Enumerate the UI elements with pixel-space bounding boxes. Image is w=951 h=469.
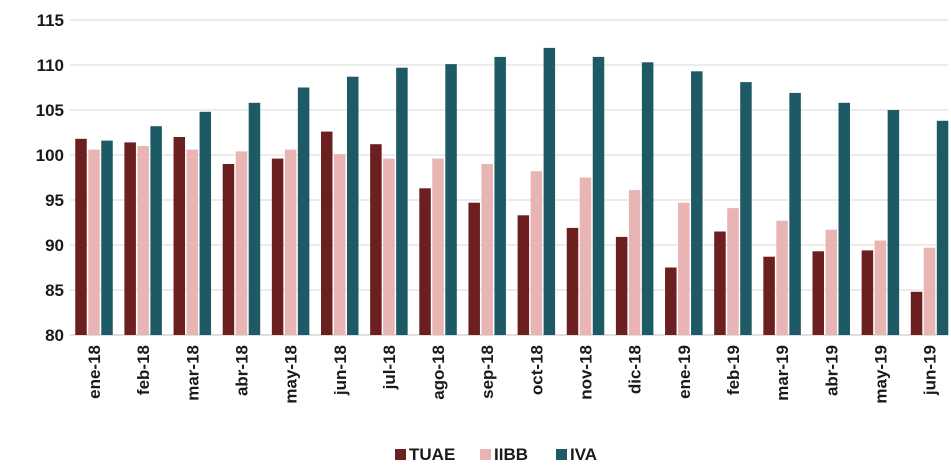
y-tick-label: 115 <box>37 11 64 30</box>
x-tick-label: dic-18 <box>626 345 645 394</box>
bar-tuae <box>222 164 235 335</box>
x-tick-label: mar-18 <box>183 345 202 401</box>
bar-tuae <box>714 231 726 335</box>
bar-iibb <box>825 229 837 335</box>
bar-iva <box>150 126 162 335</box>
y-tick-label: 95 <box>45 191 64 210</box>
bar-iva <box>592 56 605 336</box>
legend: TUAE IIBB IVA <box>395 445 597 464</box>
bar-iibb <box>88 149 100 335</box>
y-tick-label: 105 <box>36 101 64 120</box>
bar-iva <box>199 111 212 335</box>
x-tick-label: jun-19 <box>921 345 940 396</box>
x-tick-label: feb-18 <box>134 345 153 395</box>
x-tick-label: may-18 <box>282 345 301 404</box>
bar-tuae <box>370 144 382 335</box>
x-tick-label: ene-19 <box>675 345 694 399</box>
bar-iibb <box>628 190 641 335</box>
bar-iibb <box>284 149 297 335</box>
bar-iva <box>396 67 408 335</box>
bar-iva <box>838 102 850 335</box>
x-tick-label: sep-18 <box>478 345 497 399</box>
bar-iibb <box>481 164 493 335</box>
bar-tuae <box>566 227 579 335</box>
x-tick-label: may-19 <box>871 345 890 404</box>
bar-iibb <box>383 158 395 335</box>
bar-iva <box>691 71 703 336</box>
y-tick-label: 85 <box>45 281 64 300</box>
bar-tuae <box>910 291 923 335</box>
bar-tuae <box>321 131 333 335</box>
bar-iibb <box>579 177 592 335</box>
x-tick-label: ago-18 <box>429 345 448 400</box>
bar-iva <box>936 120 949 335</box>
y-axis: 80 85 90 95 100 105 110 115 <box>36 11 64 345</box>
bar-tuae <box>75 138 87 335</box>
bar-tuae <box>124 142 136 335</box>
bar-iibb <box>186 149 199 335</box>
y-tick-label: 90 <box>45 236 64 255</box>
bar-iva <box>789 92 801 336</box>
legend-label-tuae: TUAE <box>409 445 455 464</box>
x-tick-label: nov-18 <box>577 345 596 400</box>
bar-iibb <box>530 171 543 335</box>
bar-iva <box>740 82 752 335</box>
bar-iva <box>297 87 310 335</box>
bar-tuae <box>271 158 284 335</box>
bar-iva <box>641 62 654 336</box>
bar-tuae <box>615 236 628 335</box>
bar-iibb <box>432 158 444 335</box>
x-tick-label: oct-18 <box>527 345 546 395</box>
bar-iva <box>101 140 113 335</box>
bar-iva <box>494 56 506 336</box>
x-tick-label: feb-19 <box>724 345 743 395</box>
legend-swatch-tuae <box>395 449 406 460</box>
y-tick-label: 80 <box>45 326 64 345</box>
legend-swatch-iva <box>556 449 567 460</box>
bar-tuae <box>517 215 530 335</box>
x-tick-label: abr-19 <box>822 345 841 396</box>
bar-iibb <box>235 151 248 335</box>
bar-iibb <box>874 240 887 335</box>
bar-iibb <box>137 146 149 335</box>
bar-iibb <box>776 220 788 335</box>
bar-iva <box>543 47 556 336</box>
legend-label-iva: IVA <box>570 445 597 464</box>
bar-iibb <box>678 202 690 335</box>
bar-iva <box>887 110 900 335</box>
bar-tuae <box>665 267 677 335</box>
x-tick-label: ene-18 <box>85 345 104 399</box>
y-tick-label: 110 <box>37 56 64 75</box>
bars <box>75 47 949 336</box>
y-tick-label: 100 <box>36 146 64 165</box>
bar-tuae <box>812 251 824 335</box>
legend-label-iibb: IIBB <box>494 445 528 464</box>
x-axis: ene-18 feb-18 mar-18 abr-18 may-18 jun-18 jul-… <box>85 345 940 404</box>
bar-iibb <box>923 247 936 335</box>
bar-tuae <box>173 137 186 335</box>
bar-tuae <box>763 256 775 335</box>
bar-tuae <box>419 188 431 335</box>
bar-iva <box>248 102 261 335</box>
bar-iva <box>347 76 359 335</box>
x-tick-label: jul-18 <box>380 345 399 390</box>
x-tick-label: abr-18 <box>232 345 251 396</box>
bar-iva <box>445 64 457 335</box>
bar-tuae <box>468 202 480 335</box>
x-tick-label: mar-19 <box>773 345 792 401</box>
bar-iibb <box>727 208 739 335</box>
bar-iibb <box>334 154 346 335</box>
legend-swatch-iibb <box>480 449 491 460</box>
bar-tuae <box>861 250 874 335</box>
x-tick-label: jun-18 <box>331 345 350 396</box>
gridlines <box>70 19 948 336</box>
